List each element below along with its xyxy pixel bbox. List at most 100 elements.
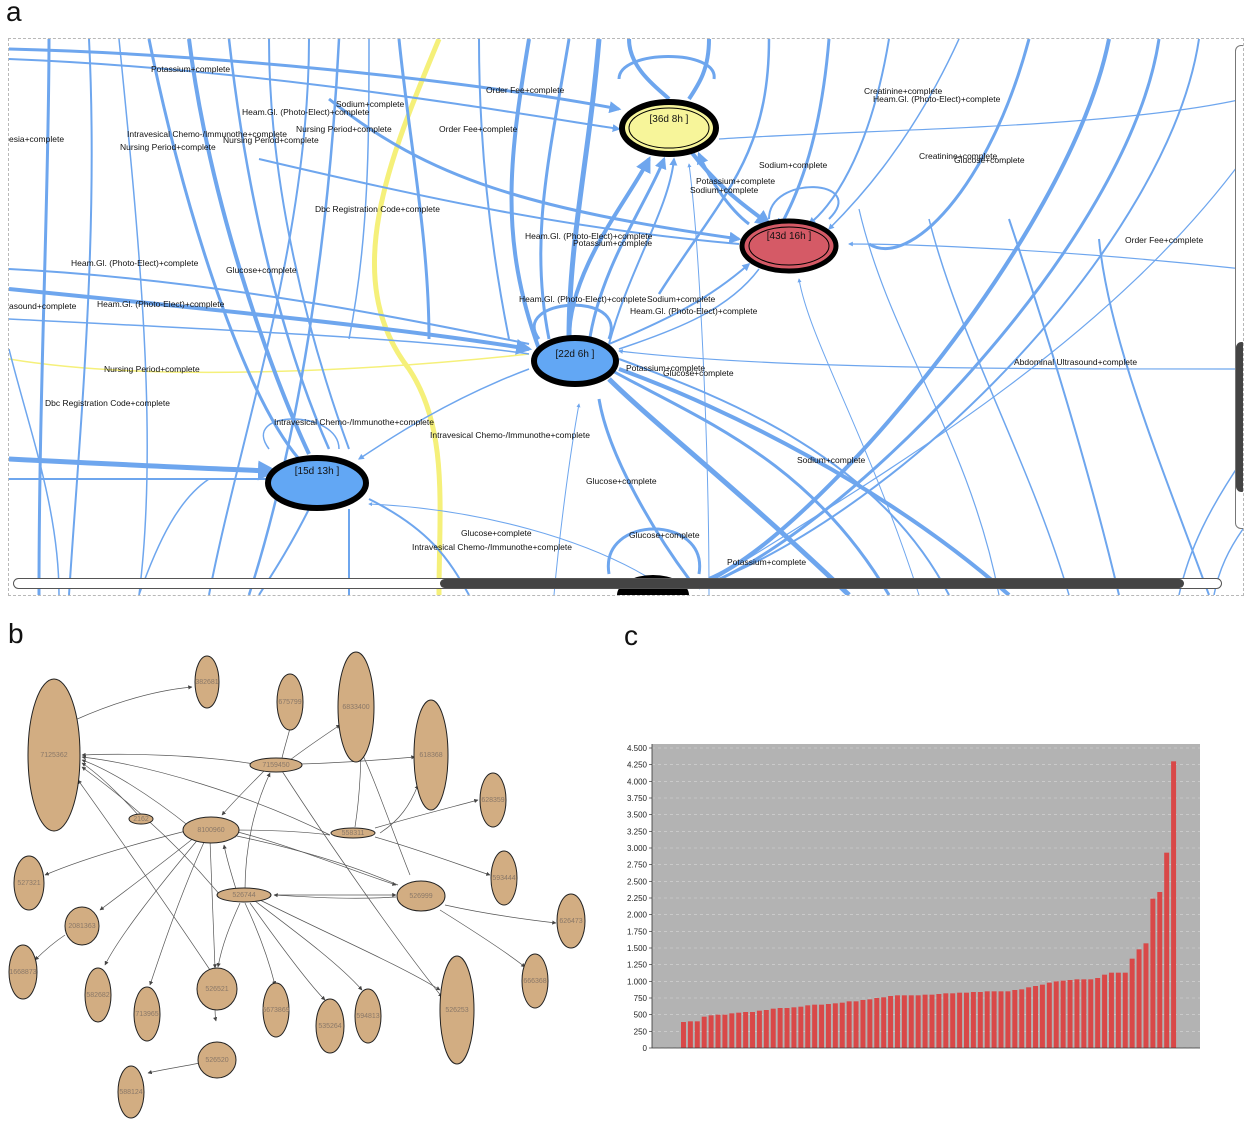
bar [970,992,976,1048]
vertical-scrollbar-thumb[interactable] [1236,342,1243,492]
network-node-6833400[interactable]: 6833400 [337,651,375,763]
y-tick-label: 1.500 [627,944,648,953]
bar [819,1004,825,1048]
bar [874,998,880,1048]
network-node-713965[interactable]: 713965 [133,986,161,1042]
network-node-7125362[interactable]: 7125362 [27,678,81,832]
network-edge [221,769,266,816]
network-node-label: 593444 [492,875,515,882]
vertical-scrollbar[interactable] [1235,45,1243,529]
flow-edge [566,39,602,340]
network-node-2081363[interactable]: 2081363 [64,906,100,946]
edge-label: Sodium+complete [336,99,405,109]
network-node-628359[interactable]: 628359 [479,772,507,828]
activity-node-3[interactable]: [22d 6h ] [531,335,619,387]
network-node-593444[interactable]: 593444 [490,850,518,906]
bar [701,1016,707,1048]
bar [743,1012,749,1048]
network-node-626473[interactable]: 626473 [556,893,586,949]
activity-node-2[interactable]: [43d 16h ] [739,218,839,274]
network-node-8100960[interactable]: 8100960 [182,816,240,844]
flow-edge [9,47,622,114]
bar [1115,972,1121,1048]
activity-node-3-label: [22d 6h ] [556,349,595,360]
flow-edge [478,39,510,340]
edge-label: Glucose+complete [663,368,734,378]
network-node-7159450[interactable]: 7159450 [249,757,303,773]
edge-label: Heam.Gl. (Photo-Elect)+complete [873,94,1001,104]
horizontal-scrollbar[interactable] [13,578,1222,589]
edge-label: Order Fee+complete [439,124,517,134]
network-node-666368[interactable]: 666368 [521,953,549,1009]
bar [1164,852,1170,1048]
edge-label: Heam.Gl. (Photo-Elect)+complete [525,231,653,241]
bar [1033,986,1039,1048]
network-node-675799[interactable]: 675799 [276,673,304,731]
panel-label-a: a [6,0,22,27]
network-node-526253[interactable]: 526253 [439,955,475,1065]
network-edge [149,839,206,986]
flow-edge [618,367,1011,595]
flow-edge [9,348,60,595]
flow-edge [928,218,1070,595]
network-node-558311[interactable]: 558311 [330,827,376,839]
network-edge [81,755,331,836]
bar [1067,980,1073,1048]
bar [950,993,956,1048]
network-node-527321[interactable]: 527321 [13,855,45,911]
activity-node-1[interactable]: [36d 8h ] [619,99,719,157]
network-node-label: 526521 [205,986,228,993]
flow-edge [553,403,581,595]
network-node-5673869[interactable]: 5673869 [262,982,290,1038]
network-node-label: 618368 [419,752,442,759]
bars [681,761,1177,1048]
network-node-582682[interactable]: 582682 [84,967,112,1023]
flow-edge [328,97,742,244]
horizontal-scrollbar-thumb[interactable] [440,579,1184,588]
edge-label: Glucose+complete [586,476,657,486]
bar [770,1008,776,1048]
bar [1157,892,1163,1048]
edge-label: Intravesical Chemo-/Immunothe+complete [430,430,590,440]
network-node-526520[interactable]: 526520 [197,1041,237,1079]
network-edge [273,893,397,899]
flow-edge [708,39,1161,586]
network-edge [81,752,255,765]
process-map-edges [9,39,1243,595]
network-node-2162[interactable]: 2162 [128,813,154,825]
network-node-382681[interactable]: 382681 [194,655,220,709]
bar [784,1008,790,1048]
edge-label: esia+complete [9,134,64,144]
bar [687,1021,693,1048]
flow-edge [858,208,1000,595]
bar [1102,974,1108,1048]
edge-label: Potassium+complete [727,557,806,567]
edge-label: Sodium+complete [759,160,828,170]
bar [860,1000,866,1048]
network-node-label: 526999 [409,893,432,900]
network-node-526521[interactable]: 526521 [196,967,238,1011]
network-node-1668873[interactable]: 1668873 [8,944,38,1000]
flow-edge [608,262,751,345]
network-node-526999[interactable]: 526999 [396,880,446,912]
bar [694,1021,700,1048]
activity-node-4[interactable]: [15d 13h ] [265,455,369,511]
network-node-535264[interactable]: 535264 [315,998,345,1054]
network-edges [34,685,557,1075]
network-edge [439,909,526,968]
network-node-526744[interactable]: 526744 [216,887,272,903]
bar [791,1007,797,1048]
bar [1129,958,1135,1048]
network-node-588124[interactable]: 588124 [117,1065,145,1119]
bar [736,1012,742,1048]
flow-edge [368,502,660,585]
flow-edge [247,39,341,595]
network-node-label: 8100960 [197,827,224,834]
network-node-618368[interactable]: 618368 [413,699,449,811]
process-map-canvas[interactable]: [36d 8h ] [43d 16h ] [22d 6h ] [15d 13h … [8,38,1244,596]
network-node-594813[interactable]: 594813 [354,988,382,1044]
self-loop-n2 [768,186,840,220]
network-node-label: 713965 [135,1011,158,1018]
network-edge [244,772,271,891]
panel-label-c: c [624,620,638,651]
